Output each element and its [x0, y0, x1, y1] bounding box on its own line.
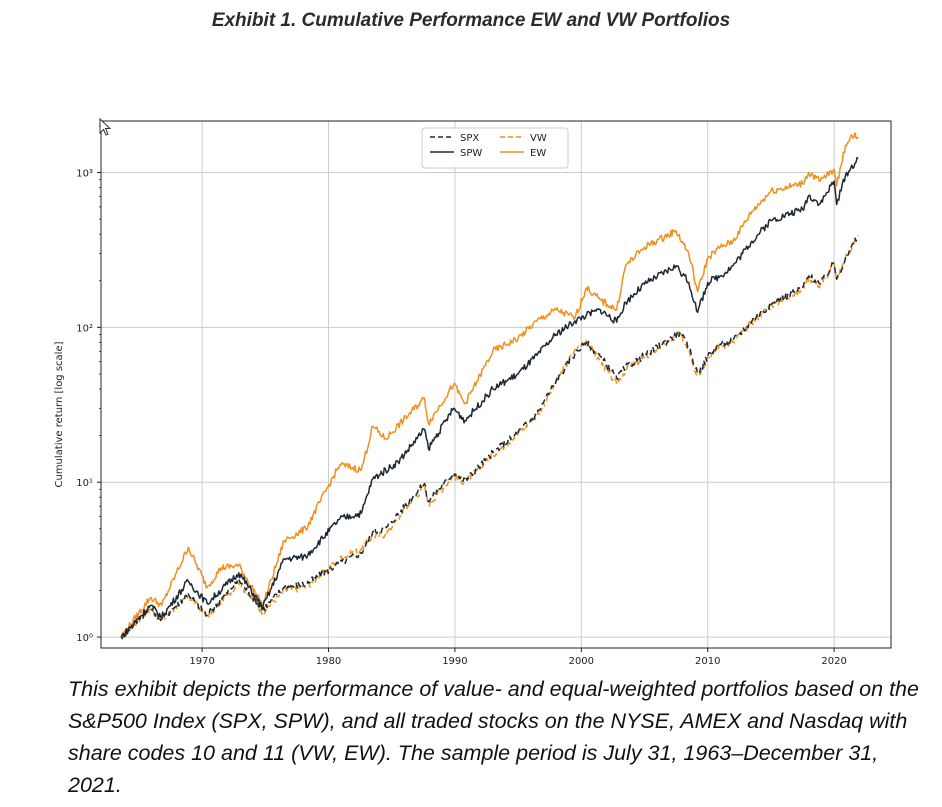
series-line-spw	[120, 156, 859, 638]
y-axis-label: Cumulative return [log scale]	[54, 341, 65, 487]
y-tick-label: 10⁰	[76, 633, 93, 644]
plot-frame	[100, 120, 892, 649]
x-tick-label: 1980	[316, 656, 341, 667]
series-line-vw	[120, 236, 859, 638]
legend-label-vw: VW	[530, 133, 547, 144]
x-tick-label: 1990	[442, 656, 467, 667]
series-lines	[120, 132, 859, 640]
x-tick-label: 2010	[695, 656, 720, 667]
axis-ticks: 1970 1980 1990 2000 2010 2020 10⁰ 10¹ 10² 10³	[76, 125, 847, 667]
mouse-pointer-icon	[99, 118, 112, 136]
exhibit-title: Exhibit 1. Cumulative Performance EW and…	[211, 10, 731, 31]
x-tick-label: 2000	[569, 656, 594, 667]
legend-label-spw: SPW	[460, 148, 482, 159]
figure-caption: This exhibit depicts the performance of …	[68, 677, 919, 797]
series-line-spx	[120, 235, 859, 640]
legend-label-spx: SPX	[460, 133, 479, 144]
legend: SPX SPW VW EW	[421, 127, 569, 169]
series-line-ew	[120, 132, 859, 638]
y-tick-label: 10¹	[76, 478, 93, 489]
y-tick-label: 10³	[76, 168, 93, 179]
legend-box	[421, 127, 569, 169]
x-tick-label: 1970	[189, 656, 214, 667]
chart: 1970 1980 1990 2000 2010 2020 10⁰ 10¹ 10² 10³ Cum…	[54, 120, 892, 667]
legend-label-ew: EW	[530, 148, 546, 159]
x-tick-label: 2020	[821, 656, 846, 667]
grid	[101, 121, 891, 648]
y-tick-label: 10²	[76, 323, 93, 334]
